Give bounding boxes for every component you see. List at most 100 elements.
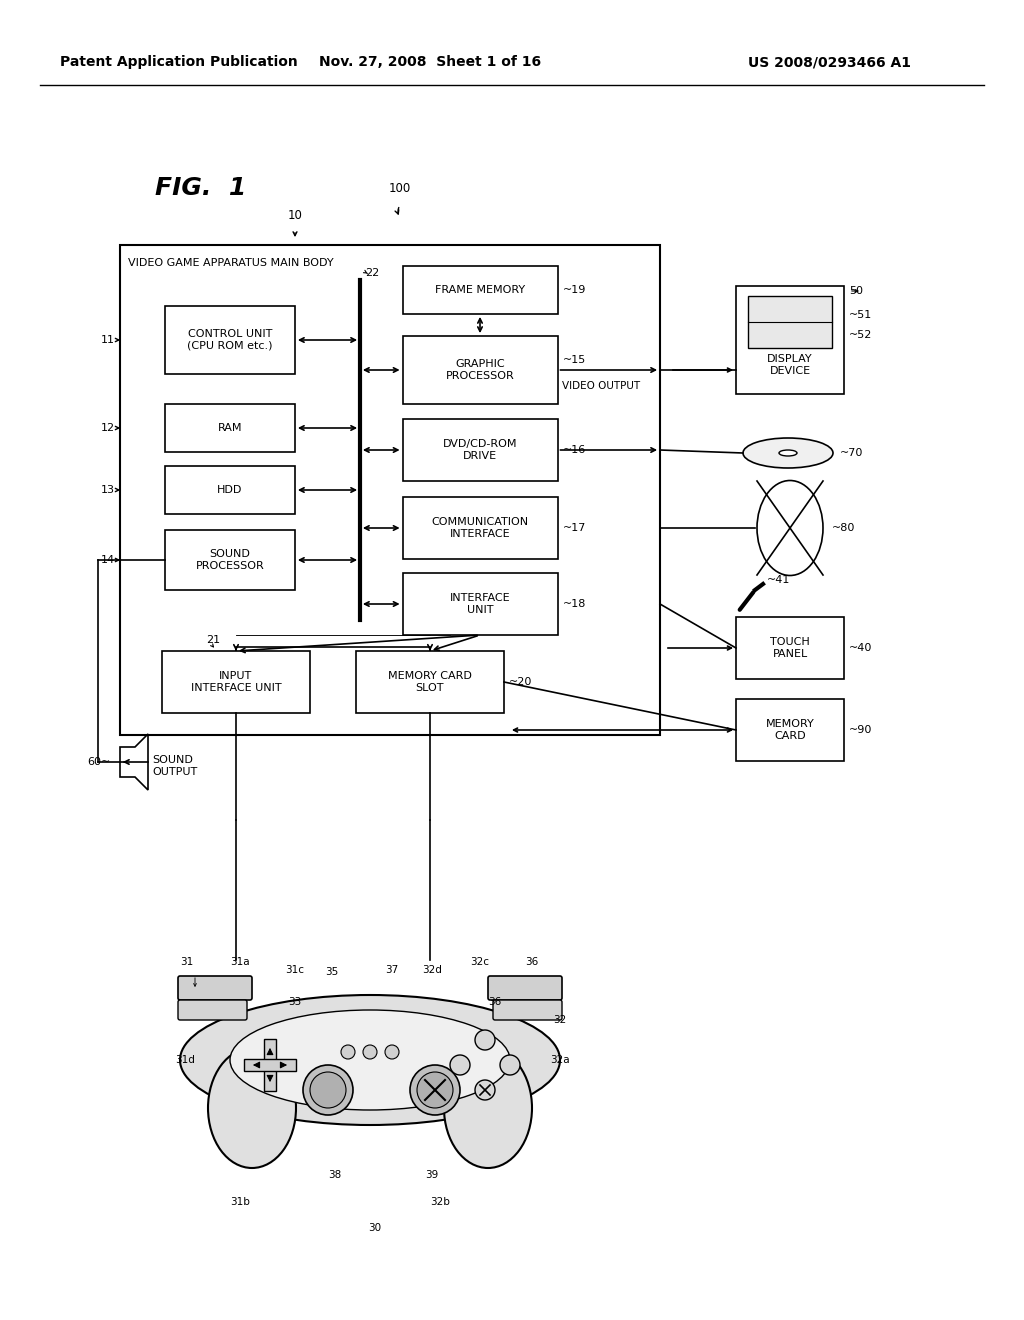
Text: MEMORY CARD
SLOT: MEMORY CARD SLOT xyxy=(388,671,472,693)
Text: SOUND
OUTPUT: SOUND OUTPUT xyxy=(152,755,198,776)
Text: ~80: ~80 xyxy=(831,523,855,533)
Text: 36: 36 xyxy=(525,957,539,968)
FancyBboxPatch shape xyxy=(748,296,831,348)
Text: ~70: ~70 xyxy=(840,447,863,458)
Text: SOUND
PROCESSOR: SOUND PROCESSOR xyxy=(196,549,264,570)
Text: FIG.  1: FIG. 1 xyxy=(155,176,246,201)
Text: ~18: ~18 xyxy=(562,599,586,609)
Text: 39: 39 xyxy=(425,1170,438,1180)
Circle shape xyxy=(362,1045,377,1059)
FancyBboxPatch shape xyxy=(162,651,310,713)
Ellipse shape xyxy=(208,1048,296,1168)
FancyBboxPatch shape xyxy=(178,1001,247,1020)
FancyBboxPatch shape xyxy=(402,498,557,558)
Text: Nov. 27, 2008  Sheet 1 of 16: Nov. 27, 2008 Sheet 1 of 16 xyxy=(318,55,541,69)
FancyBboxPatch shape xyxy=(736,700,844,762)
Ellipse shape xyxy=(757,480,823,576)
Text: ~52: ~52 xyxy=(849,330,872,341)
Text: 32c: 32c xyxy=(470,957,489,968)
FancyBboxPatch shape xyxy=(402,267,557,314)
FancyBboxPatch shape xyxy=(736,286,844,393)
Text: 36: 36 xyxy=(488,997,502,1007)
Text: 32b: 32b xyxy=(430,1197,450,1206)
Circle shape xyxy=(303,1065,353,1115)
Ellipse shape xyxy=(180,995,560,1125)
FancyBboxPatch shape xyxy=(402,337,557,404)
Text: 30: 30 xyxy=(369,1224,382,1233)
Text: 31b: 31b xyxy=(230,1197,250,1206)
FancyBboxPatch shape xyxy=(165,531,295,590)
Text: VIDEO OUTPUT: VIDEO OUTPUT xyxy=(562,381,641,391)
FancyBboxPatch shape xyxy=(244,1059,296,1071)
Text: 21: 21 xyxy=(206,635,220,645)
FancyBboxPatch shape xyxy=(493,1001,562,1020)
Text: COMMUNICATION
INTERFACE: COMMUNICATION INTERFACE xyxy=(431,517,528,539)
FancyBboxPatch shape xyxy=(402,573,557,635)
Text: ~40: ~40 xyxy=(849,643,872,653)
Text: 11: 11 xyxy=(101,335,115,345)
Text: GRAPHIC
PROCESSOR: GRAPHIC PROCESSOR xyxy=(445,359,514,380)
Text: 32: 32 xyxy=(553,1015,566,1026)
Circle shape xyxy=(475,1080,495,1100)
Circle shape xyxy=(417,1072,453,1107)
Text: ~19: ~19 xyxy=(562,285,586,294)
Ellipse shape xyxy=(743,438,833,469)
Text: 13: 13 xyxy=(101,484,115,495)
Text: 35: 35 xyxy=(326,968,339,977)
Circle shape xyxy=(341,1045,355,1059)
FancyBboxPatch shape xyxy=(488,975,562,1001)
Text: Patent Application Publication: Patent Application Publication xyxy=(60,55,298,69)
Text: 31a: 31a xyxy=(230,957,250,968)
Text: 33: 33 xyxy=(289,997,302,1007)
Text: ~51: ~51 xyxy=(849,310,872,319)
Text: 100: 100 xyxy=(389,182,411,195)
FancyBboxPatch shape xyxy=(165,306,295,374)
FancyBboxPatch shape xyxy=(165,466,295,513)
Text: DISPLAY
DEVICE: DISPLAY DEVICE xyxy=(767,354,813,376)
Circle shape xyxy=(475,1030,495,1049)
Text: HDD: HDD xyxy=(217,484,243,495)
Polygon shape xyxy=(120,734,148,789)
Text: 31c: 31c xyxy=(286,965,304,975)
Text: ~20: ~20 xyxy=(509,677,532,686)
FancyBboxPatch shape xyxy=(178,975,252,1001)
Circle shape xyxy=(500,1055,520,1074)
Text: VIDEO GAME APPARATUS MAIN BODY: VIDEO GAME APPARATUS MAIN BODY xyxy=(128,257,334,268)
Text: 32a: 32a xyxy=(550,1055,569,1065)
Text: ~16: ~16 xyxy=(562,445,586,455)
Text: INPUT
INTERFACE UNIT: INPUT INTERFACE UNIT xyxy=(190,671,282,693)
Text: ~15: ~15 xyxy=(562,355,586,366)
FancyBboxPatch shape xyxy=(356,651,504,713)
Ellipse shape xyxy=(444,1048,532,1168)
Text: 22: 22 xyxy=(365,268,379,279)
FancyBboxPatch shape xyxy=(736,616,844,678)
Text: 60~: 60~ xyxy=(87,756,110,767)
Text: INTERFACE
UNIT: INTERFACE UNIT xyxy=(450,593,510,615)
Ellipse shape xyxy=(779,450,797,455)
Text: MEMORY
CARD: MEMORY CARD xyxy=(766,719,814,741)
Text: 50: 50 xyxy=(849,286,863,296)
Circle shape xyxy=(385,1045,399,1059)
Text: FRAME MEMORY: FRAME MEMORY xyxy=(435,285,525,294)
FancyBboxPatch shape xyxy=(165,404,295,451)
FancyBboxPatch shape xyxy=(120,246,660,735)
Text: 32d: 32d xyxy=(422,965,442,975)
Text: 38: 38 xyxy=(329,1170,342,1180)
Text: 31d: 31d xyxy=(175,1055,195,1065)
Text: 14: 14 xyxy=(101,554,115,565)
Text: CONTROL UNIT
(CPU ROM etc.): CONTROL UNIT (CPU ROM etc.) xyxy=(187,329,272,351)
Text: US 2008/0293466 A1: US 2008/0293466 A1 xyxy=(749,55,911,69)
FancyBboxPatch shape xyxy=(402,418,557,480)
Circle shape xyxy=(450,1055,470,1074)
Text: 37: 37 xyxy=(385,965,398,975)
Circle shape xyxy=(310,1072,346,1107)
Text: DVD/CD-ROM
DRIVE: DVD/CD-ROM DRIVE xyxy=(442,440,517,461)
Text: 31: 31 xyxy=(180,957,194,968)
Text: 12: 12 xyxy=(101,422,115,433)
Text: ~41: ~41 xyxy=(767,576,791,585)
Text: RAM: RAM xyxy=(218,422,243,433)
Text: 10: 10 xyxy=(288,209,302,222)
Text: ~90: ~90 xyxy=(849,725,872,735)
Text: ~17: ~17 xyxy=(562,523,586,533)
Ellipse shape xyxy=(230,1010,510,1110)
